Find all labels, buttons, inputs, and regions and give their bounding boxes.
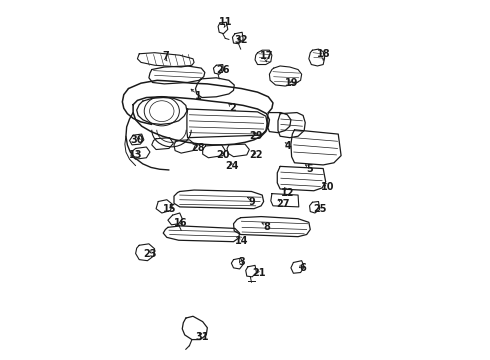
Text: 10: 10	[321, 182, 334, 192]
Text: 14: 14	[235, 236, 248, 246]
Text: 21: 21	[252, 268, 266, 278]
Text: 12: 12	[281, 188, 295, 198]
Text: 2: 2	[229, 103, 236, 113]
Text: 16: 16	[173, 218, 187, 228]
Text: 20: 20	[217, 150, 230, 160]
Text: 11: 11	[219, 17, 232, 27]
Text: 32: 32	[234, 35, 247, 45]
Text: 29: 29	[249, 131, 263, 141]
Text: 8: 8	[263, 222, 270, 232]
Text: 4: 4	[285, 141, 292, 151]
Text: 5: 5	[306, 164, 313, 174]
Text: 6: 6	[299, 263, 306, 273]
Text: 15: 15	[163, 204, 176, 214]
Text: 26: 26	[217, 64, 230, 75]
Text: 24: 24	[226, 161, 239, 171]
Text: 3: 3	[238, 257, 245, 267]
Text: 17: 17	[260, 51, 273, 61]
Text: 22: 22	[249, 150, 263, 160]
Text: 27: 27	[276, 199, 290, 210]
Text: 1: 1	[195, 91, 202, 101]
Text: 25: 25	[314, 204, 327, 215]
Text: 28: 28	[192, 143, 205, 153]
Text: 23: 23	[143, 248, 157, 258]
Text: 7: 7	[163, 51, 170, 61]
Text: 19: 19	[285, 78, 298, 88]
Text: 30: 30	[131, 135, 144, 145]
Text: 9: 9	[249, 197, 256, 207]
Text: 18: 18	[317, 49, 331, 59]
Text: 31: 31	[195, 332, 209, 342]
Text: 13: 13	[129, 150, 143, 160]
